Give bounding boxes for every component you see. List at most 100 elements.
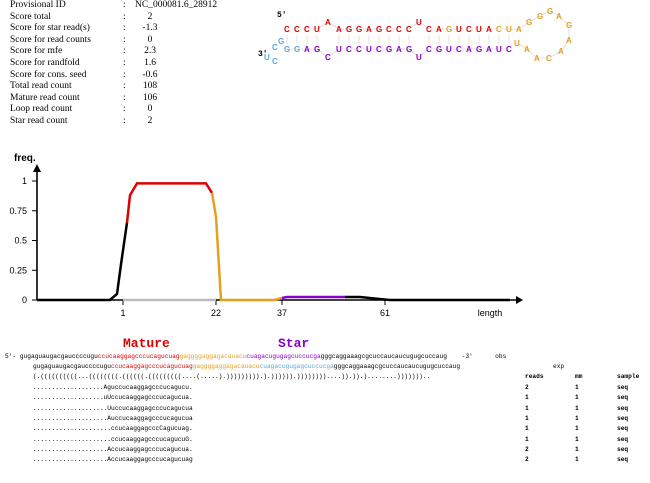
hairpin-base: A xyxy=(566,36,572,45)
hairpin-base: C xyxy=(426,45,432,54)
exp-sequence-line: gugaguaugacgauccccuguccucaaggagcccucaguc… xyxy=(33,362,460,372)
hairpin-base: U xyxy=(416,18,422,27)
flank5-line xyxy=(37,222,129,302)
y-tick-label: 1 xyxy=(22,176,27,186)
read-row: ...................Aguccucaaggagcccucagu… xyxy=(33,384,193,391)
y-tick-label: 0.25 xyxy=(9,265,27,275)
seq-mature: ccucaaggagcccucagucuag xyxy=(97,353,180,360)
hairpin-base: C xyxy=(406,25,412,34)
stats-value: 0 xyxy=(147,104,153,115)
x-tick-label: 61 xyxy=(380,308,390,318)
star-label: Star xyxy=(278,336,310,351)
hairpin-base: G xyxy=(356,25,362,34)
read-row: ....................Accucaaggagcccucaguc… xyxy=(33,445,193,453)
stats-colon: : xyxy=(123,116,126,126)
hairpin-base: G xyxy=(346,25,352,34)
read-count: 1 xyxy=(525,394,529,402)
hairpin-base: C xyxy=(496,25,502,34)
stats-label: Provisional ID xyxy=(10,0,66,10)
y-tick-label: 0 xyxy=(22,295,27,305)
three-prime-label: 3' xyxy=(258,50,268,59)
hairpin-base: U xyxy=(264,53,270,62)
hairpin-base: C xyxy=(346,45,352,54)
hairpin-base: G xyxy=(446,25,452,34)
read-sample: seq xyxy=(617,414,629,422)
stats-value: 2 xyxy=(147,11,153,22)
hairpin-base: G xyxy=(436,45,442,54)
hairpin-base: G xyxy=(278,37,284,46)
hairpin-base: C xyxy=(376,45,382,54)
mature-label: Mature xyxy=(123,336,170,351)
stats-label: Star read count xyxy=(10,116,68,126)
hairpin-base: A xyxy=(396,45,402,54)
hairpin-base: G xyxy=(284,45,290,54)
read-row: .....................ccucaaggagcccCagucu… xyxy=(33,425,193,433)
hairpin-base: U xyxy=(336,45,342,54)
seq-star: cuagacugugagcuccucga xyxy=(246,353,321,360)
stats-colon: : xyxy=(123,11,126,22)
hairpin-base: G xyxy=(386,45,392,54)
read-count: 2 xyxy=(525,456,529,464)
flank3-line xyxy=(345,295,510,302)
read-row: ....................Accucaaggagcccucaguc… xyxy=(33,456,193,464)
hairpin-base: C xyxy=(466,25,472,34)
read-count: 1 xyxy=(525,435,529,443)
stats-value: 2 xyxy=(147,116,153,126)
five-prime-label: 5' xyxy=(277,11,287,20)
seq-mature: ccucaaggagcccucagucuag xyxy=(110,363,193,370)
stats-colon: : xyxy=(123,104,126,115)
column-header: sample xyxy=(617,373,640,380)
stats-value: -1.3 xyxy=(142,23,158,34)
read-mismatch: 1 xyxy=(575,435,579,443)
seq-star: cuagacugugagcuccucga xyxy=(259,363,334,370)
stats-colon: : xyxy=(123,92,126,103)
seq-flank: gugaguaugacgauccccugu xyxy=(33,363,111,370)
hairpin-base: U xyxy=(476,25,482,34)
hairpin-base: C xyxy=(294,25,300,34)
x-tick-label: 1 xyxy=(120,308,125,318)
mature-line xyxy=(125,182,214,223)
read-count: 1 xyxy=(525,425,529,433)
hairpin-base: U xyxy=(506,25,512,34)
read-count: 1 xyxy=(525,404,529,412)
stats-value: 2.3 xyxy=(144,46,156,57)
hairpin-base: A xyxy=(486,45,492,54)
hairpin-base: C xyxy=(396,25,402,34)
read-sample: seq xyxy=(617,445,629,453)
column-header: reads xyxy=(525,373,544,380)
hairpin-base: C xyxy=(546,54,552,63)
hairpin-base: A xyxy=(534,54,540,63)
hairpin-base: U xyxy=(366,45,372,54)
y-tick-label: 0.75 xyxy=(9,206,27,216)
hairpin-base: G xyxy=(537,12,543,21)
hairpin-base: U xyxy=(496,45,502,54)
y-axis-arrow xyxy=(33,164,41,172)
read-count: 2 xyxy=(525,445,529,453)
hairpin-base: C xyxy=(426,25,432,34)
hairpin-base: G xyxy=(314,45,320,54)
loop-line xyxy=(210,192,283,302)
hairpin-base: C xyxy=(284,25,290,34)
hairpin-base: A xyxy=(336,25,342,34)
hairpin-base: U xyxy=(514,39,520,48)
hairpin-base: C xyxy=(325,53,331,62)
hairpin-base: A xyxy=(556,12,562,21)
read-row: ....................Uuccucaaggagcccucagu… xyxy=(33,404,193,412)
frequency-chart: 0 0.25 0.5 0.75 1 1 22 37 61 freq. length xyxy=(9,153,523,318)
hairpin-base: A xyxy=(524,45,530,54)
hairpin-base: C xyxy=(386,25,392,34)
seq-flank: gugaguaugacgauccccugu xyxy=(19,353,98,360)
read-row: ....................Auccucaaggagcccucagu… xyxy=(33,414,193,422)
hairpin-base: C xyxy=(356,45,362,54)
read-mismatch: 1 xyxy=(575,456,579,464)
stats-value: 108 xyxy=(142,81,158,92)
read-count: 1 xyxy=(525,414,529,422)
stats-value: 1.6 xyxy=(144,58,156,68)
hairpin-base: U xyxy=(314,25,320,34)
hairpin-base: A xyxy=(436,25,442,34)
stats-label: Score for randfold xyxy=(10,58,80,68)
y-tick-label: 0.5 xyxy=(14,236,27,246)
hairpin-base: G xyxy=(476,45,482,54)
hairpin-backbone xyxy=(287,48,509,58)
hairpin-base: U xyxy=(416,53,422,62)
